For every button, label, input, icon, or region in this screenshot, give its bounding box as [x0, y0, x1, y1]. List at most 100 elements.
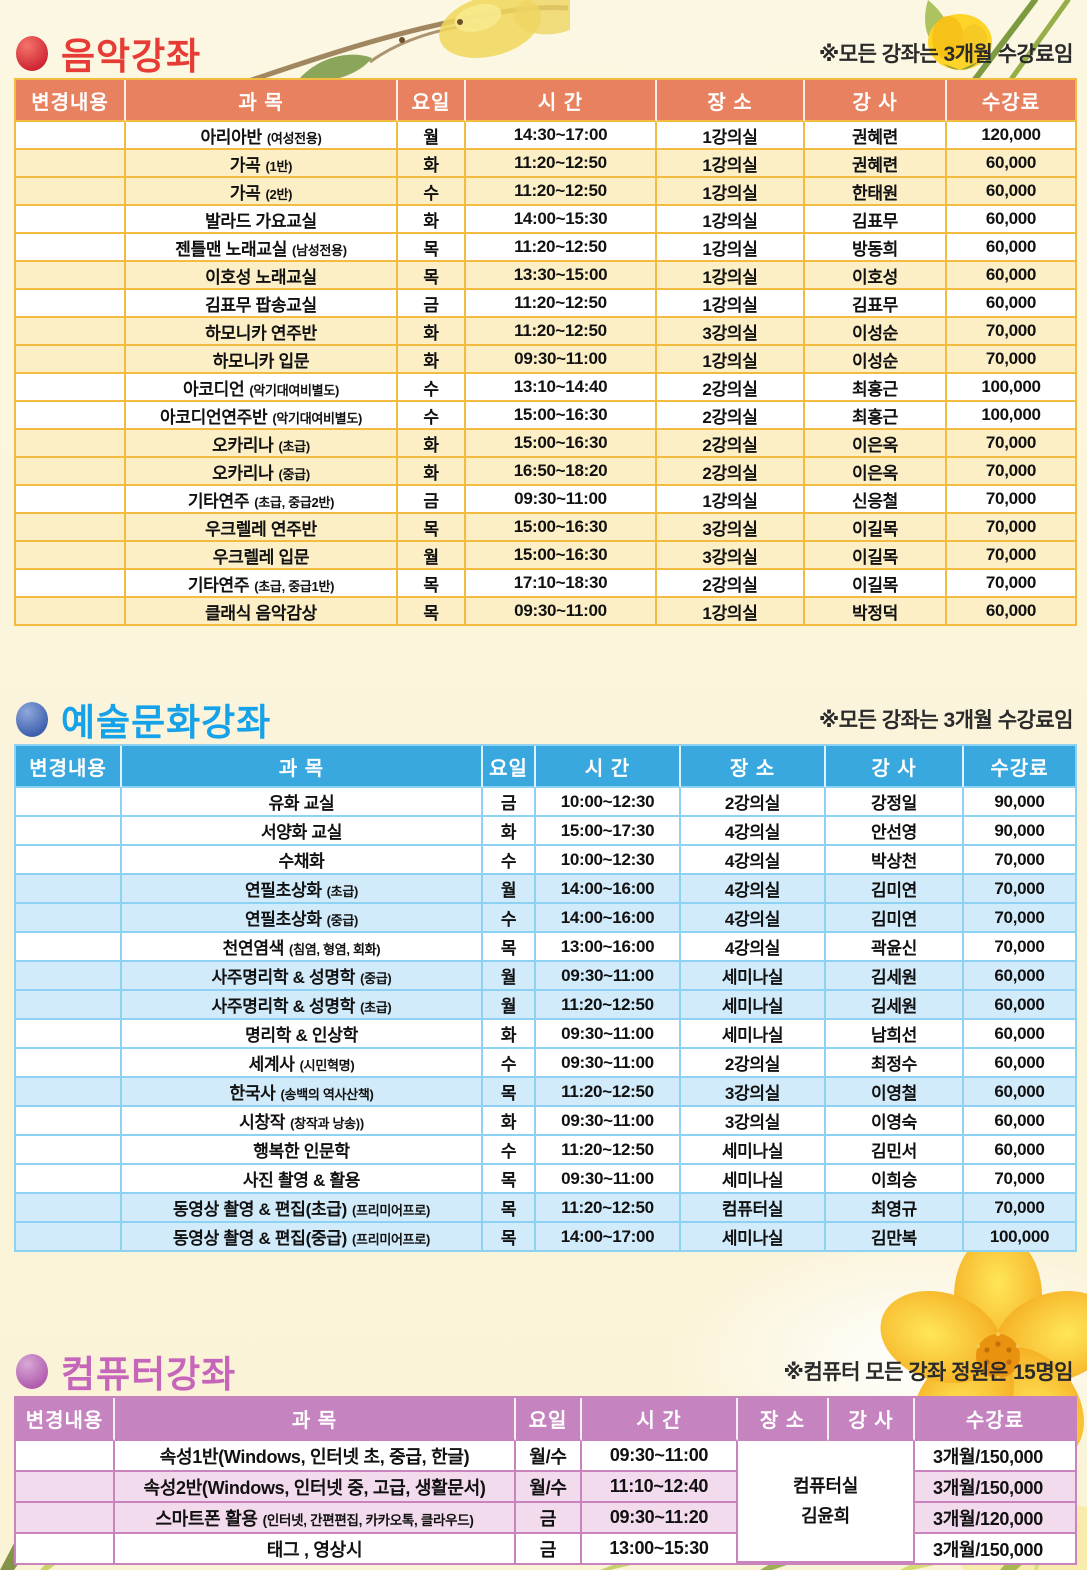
subject-cell: 시창작 (창작과 낭송)) — [122, 1107, 483, 1136]
subject-cell: 동영상 촬영 & 편집(초급) (프리미어프로) — [122, 1194, 483, 1223]
subject-cell: 세계사 (시민혁명) — [122, 1049, 483, 1078]
time-cell: 17:10~18:30 — [466, 570, 657, 598]
subject-cell: 연필초상화 (중급) — [122, 904, 483, 933]
subject-cell: 하모니카 입문 — [126, 346, 398, 374]
subject-cell: 김표무 팝송교실 — [126, 290, 398, 318]
section-note: ※모든 강좌는 3개월 수강료임 — [818, 709, 1074, 732]
subject-note-text: (초급) — [360, 1000, 392, 1015]
day-cell: 목 — [398, 598, 466, 624]
subject-note-text: (프리미어프로) — [352, 1232, 431, 1247]
place-cell: 3강의실 — [657, 318, 805, 346]
instructor-cell: 이영숙 — [826, 1107, 964, 1136]
subject-text: 김표무 팝송교실 — [205, 295, 317, 315]
subject-cell: 아리아반 (여성전용) — [126, 122, 398, 150]
day-cell: 수 — [483, 1049, 536, 1078]
merged-cell-line: 김윤희 — [801, 1506, 850, 1526]
change-cell — [16, 234, 126, 262]
course-row: 오카리나 (중급) 화 16:50~18:20 2강의실 이은옥 70,000 — [16, 458, 1075, 486]
course-row: 동영상 촬영 & 편집(초급) (프리미어프로) 목 11:20~12:50 컴퓨터실 최… — [16, 1194, 1075, 1223]
course-row: 젠틀맨 노래교실 (남성전용) 목 11:20~12:50 1강의실 방동희 60,000 — [16, 234, 1075, 262]
section-header: 음악강좌 ※모든 강좌는 3개월 수강료임 — [14, 28, 1074, 78]
instructor-cell: 이호성 — [805, 262, 947, 290]
change-cell — [16, 318, 126, 346]
place-cell: 3강의실 — [657, 514, 805, 542]
course-row: 가곡 (2반) 수 11:20~12:50 1강의실 한태원 60,000 — [16, 178, 1075, 206]
place-cell: 2강의실 — [657, 570, 805, 598]
course-row: 하모니카 입문 화 09:30~11:00 1강의실 이성순 70,000 — [16, 346, 1075, 374]
course-row: 태그 , 영상시 금 13:00~15:30 3개월/150,000 — [16, 1534, 1075, 1563]
course-row: 사주명리학 & 성명학 (초급) 월 11:20~12:50 세미나실 김세원 60,000 — [16, 991, 1075, 1020]
subject-cell: 천연염색 (침염, 형염, 회화) — [122, 933, 483, 962]
fee-cell: 60,000 — [964, 1136, 1075, 1165]
subject-text: 유화 교실 — [268, 794, 335, 813]
fee-cell: 70,000 — [964, 933, 1075, 962]
subject-text: 태그 , 영상시 — [266, 1539, 363, 1560]
day-cell: 월 — [483, 875, 536, 904]
instructor-cell: 방동희 — [805, 234, 947, 262]
time-cell: 09:30~11:00 — [466, 598, 657, 624]
fee-cell: 60,000 — [947, 262, 1075, 290]
place-cell: 세미나실 — [681, 1136, 826, 1165]
merged-cell-line: 컴퓨터실 — [792, 1476, 859, 1496]
change-cell — [16, 122, 126, 150]
change-cell — [16, 206, 126, 234]
column-header: 장 소 — [657, 80, 805, 122]
course-row: 천연염색 (침염, 형염, 회화) 목 13:00~16:00 4강의실 곽윤신 70,00… — [16, 933, 1075, 962]
section-title: 예술문화강좌 — [61, 702, 272, 743]
subject-text: 시창작 — [239, 1113, 286, 1132]
change-cell — [16, 598, 126, 624]
day-cell: 수 — [398, 374, 466, 402]
course-row: 동영상 촬영 & 편집(중급) (프리미어프로) 목 14:00~17:00 세미나실 김… — [16, 1223, 1075, 1250]
day-cell: 금 — [483, 788, 536, 817]
column-header: 과 목 — [122, 746, 483, 788]
subject-cell: 태그 , 영상시 — [115, 1534, 516, 1563]
fee-cell: 70,000 — [947, 458, 1075, 486]
course-row: 행복한 인문학 수 11:20~12:50 세미나실 김민서 60,000 — [16, 1136, 1075, 1165]
course-row: 한국사 (송백의 역사산책) 목 11:20~12:50 3강의실 이영철 60,000 — [16, 1078, 1075, 1107]
time-cell: 11:10~12:40 — [582, 1472, 738, 1503]
instructor-cell: 김만복 — [826, 1223, 964, 1250]
day-cell: 월/수 — [516, 1472, 582, 1503]
instructor-cell: 권혜련 — [805, 122, 947, 150]
art-culture-section: 예술문화강좌 ※모든 강좌는 3개월 수강료임 변경내용 과 목 요일 시 간 … — [14, 694, 1077, 1252]
place-cell: 1강의실 — [657, 262, 805, 290]
fee-cell: 90,000 — [964, 788, 1075, 817]
time-cell: 11:20~12:50 — [536, 1136, 681, 1165]
instructor-cell: 김미연 — [826, 875, 964, 904]
instructor-cell: 박정덕 — [805, 598, 947, 624]
time-cell: 11:20~12:50 — [466, 290, 657, 318]
column-header: 요일 — [483, 746, 536, 788]
subject-text: 아리아반 — [200, 127, 262, 147]
time-cell: 09:30~11:00 — [536, 1165, 681, 1194]
instructor-cell: 김민서 — [826, 1136, 964, 1165]
music-course-table: 변경내용 과 목 요일 시 간 장 소 강 사 수강료 아리아반 (여성전용) 월 1… — [14, 78, 1077, 626]
place-cell: 4강의실 — [681, 817, 826, 846]
fee-cell: 3개월/150,000 — [915, 1472, 1075, 1503]
instructor-cell: 곽윤신 — [826, 933, 964, 962]
change-cell — [16, 1534, 115, 1563]
day-cell: 목 — [483, 1194, 536, 1223]
time-cell: 11:20~12:50 — [466, 150, 657, 178]
section-bullet-icon — [16, 701, 48, 737]
fee-cell: 70,000 — [947, 430, 1075, 458]
change-cell — [16, 1049, 122, 1078]
day-cell: 월/수 — [516, 1441, 582, 1472]
column-header: 시 간 — [536, 746, 681, 788]
subject-text: 아코디언 — [182, 379, 245, 399]
subject-cell: 기타연주 (초급, 중급1반) — [126, 570, 398, 598]
place-cell: 1강의실 — [657, 486, 805, 514]
day-cell: 수 — [398, 402, 466, 430]
time-cell: 09:30~11:00 — [536, 962, 681, 991]
subject-cell: 발라드 가요교실 — [126, 206, 398, 234]
course-row: 사진 촬영 & 활용 목 09:30~11:00 세미나실 이희승 70,000 — [16, 1165, 1075, 1194]
fee-cell: 60,000 — [947, 206, 1075, 234]
change-cell — [16, 1194, 122, 1223]
change-cell — [16, 374, 126, 402]
subject-cell: 서양화 교실 — [122, 817, 483, 846]
course-row: 기타연주 (초급, 중급1반) 목 17:10~18:30 2강의실 이길목 70,000 — [16, 570, 1075, 598]
fee-cell: 3개월/120,000 — [915, 1503, 1075, 1534]
place-cell: 4강의실 — [681, 846, 826, 875]
day-cell: 월 — [483, 962, 536, 991]
place-cell: 3강의실 — [681, 1078, 826, 1107]
